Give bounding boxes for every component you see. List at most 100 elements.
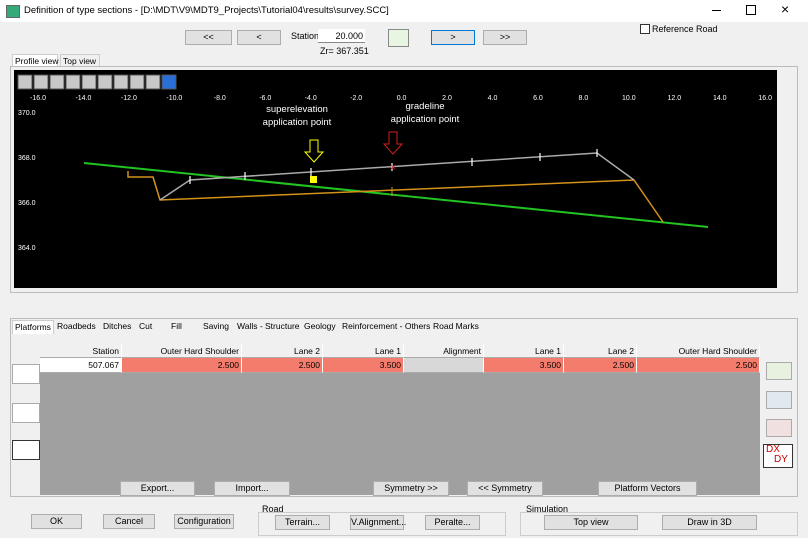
annotation: gradeline [405,101,444,112]
tool-icon[interactable] [33,74,49,90]
delete-row[interactable] [766,419,792,437]
x-tick-label: 8.0 [579,95,589,102]
table-cell[interactable]: 3.500 [484,358,564,373]
table-cell[interactable] [404,358,484,373]
next-button[interactable]: > [431,30,475,45]
road-button[interactable]: Terrain... [275,515,330,530]
tab[interactable]: Platforms [12,320,54,334]
column-header: Alignment [404,344,484,358]
table-cell[interactable]: 2.500 [242,358,323,373]
reference-road-checkbox[interactable] [640,24,650,34]
x-tick-label: -12.0 [121,95,137,102]
road-group-label: Road [262,504,284,514]
subgrade-line [127,171,664,223]
x-tick-label: 6.0 [533,95,543,102]
tool-icon[interactable] [129,74,145,90]
terrain-line [83,162,709,228]
tool-icon[interactable] [113,74,129,90]
platform-ticks [189,149,598,184]
y-tick-label: 366.0 [18,200,36,207]
view-tab[interactable]: Profile view [12,54,58,66]
y-tick-label: 368.0 [18,155,36,162]
x-tick-label: -8.0 [214,95,226,102]
x-tick-label: 0.0 [397,95,407,102]
column-header: Lane 1 [484,344,564,358]
side-tool[interactable] [12,440,40,460]
column-header: Station [40,344,122,358]
next-fast-button[interactable]: >> [483,30,527,45]
prev-button[interactable]: < [237,30,281,45]
maximize[interactable] [746,5,756,15]
tool-icon[interactable] [17,74,33,90]
column-header: Outer Hard Shoulder [122,344,242,358]
platforms-frame [10,318,798,497]
table-cell[interactable]: 2.500 [637,358,760,373]
tab[interactable]: Reinforcement - Others [342,321,431,331]
minimize[interactable] [712,10,721,11]
tab[interactable]: Walls - Structure [237,321,300,331]
column-header: Lane 2 [564,344,637,358]
road-button[interactable]: V.Alignment... [350,515,406,530]
tool-icon[interactable] [97,74,113,90]
annotation: application point [391,114,460,125]
simulation-button[interactable]: Draw in 3D [662,515,757,530]
table-cell[interactable]: 2.500 [564,358,637,373]
x-tick-label: -2.0 [350,95,362,102]
x-tick-label: -6.0 [259,95,271,102]
tab[interactable]: Roadbeds [57,321,96,331]
table-cell[interactable]: 2.500 [122,358,242,373]
close[interactable]: × [781,1,790,17]
table-button[interactable]: Export... [120,481,195,496]
x-tick-label: 10.0 [622,95,636,102]
tab[interactable]: Cut [139,321,153,331]
tab[interactable]: Geology [304,321,336,331]
simulation-button[interactable]: Top view [544,515,638,530]
app-icon [6,5,20,18]
x-tick-label: 16.0 [758,95,772,102]
reference-road-label: Reference Road [652,24,718,34]
profile-plot: × -16.0 -14.0 -12.0 -10.0 -8.0 -6.0 -4.0 -2.0 0.… [14,70,777,288]
annotation: superelevation [266,104,328,115]
simulation-group [520,512,798,536]
table-button[interactable]: Platform Vectors [598,481,697,496]
tool-icon[interactable] [145,74,161,90]
y-tick-label: 364.0 [18,245,36,252]
tab[interactable]: Fill [171,321,182,331]
table-cell[interactable]: 507.067 [40,358,122,373]
tool-icon[interactable] [81,74,97,90]
column-header: Lane 2 [242,344,323,358]
cancel-button[interactable]: Cancel [103,514,155,529]
x-tick-label: -14.0 [75,95,91,102]
zr-label: Zr= 367.351 [320,46,369,56]
tab[interactable]: Ditches [103,321,132,331]
station-label: Station [291,31,320,41]
dx-dy-button[interactable]: DX DY [763,444,793,468]
tab[interactable]: Road Marks [433,321,479,331]
configuration-button[interactable]: Configuration [174,514,234,529]
x-tick-label: 4.0 [488,95,498,102]
simulation-group-label: Simulation [526,504,569,514]
tool-icon[interactable] [161,74,177,90]
tool-icon[interactable] [49,74,65,90]
side-tool[interactable] [12,364,40,384]
table-button[interactable]: Import... [214,481,290,496]
road-button[interactable]: Peralte... [425,515,480,530]
station-input[interactable]: 20.000 [318,29,365,43]
side-tool[interactable] [12,403,40,423]
table-button[interactable]: << Symmetry [467,481,543,496]
add-row[interactable] [766,362,792,380]
gradeline-arrow [382,131,404,155]
tab[interactable]: Saving [203,321,229,331]
edit-row[interactable] [766,391,792,409]
column-header: Lane 1 [323,344,404,358]
view-icon[interactable] [388,29,409,47]
plot-background [14,70,777,288]
tool-icon[interactable] [65,74,81,90]
table-button[interactable]: Symmetry >> [373,481,449,496]
view-tab[interactable]: Top view [60,54,100,66]
prev-fast-button[interactable]: << [185,30,232,45]
x-tick-label: -4.0 [305,95,317,102]
ok-button[interactable]: OK [31,514,82,529]
table-cell[interactable]: 3.500 [323,358,404,373]
x-tick-label: 2.0 [442,95,452,102]
